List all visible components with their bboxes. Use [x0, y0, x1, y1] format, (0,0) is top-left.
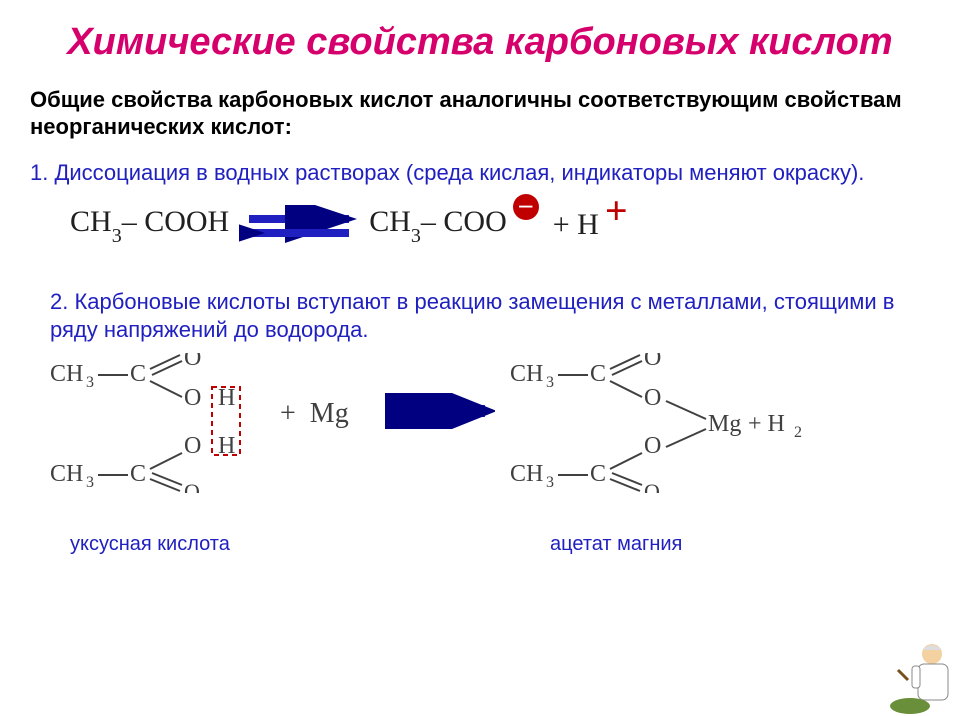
svg-text:CH: CH	[50, 361, 83, 387]
scientist-icon	[890, 636, 960, 716]
equilibrium-arrow-icon	[239, 205, 359, 245]
eq1-cooh: – COOH	[122, 205, 230, 238]
svg-text:C: C	[590, 461, 606, 487]
svg-text:3: 3	[546, 474, 554, 491]
plus-sign-1: +	[280, 398, 296, 429]
eq1-ch-r: CH	[369, 205, 411, 238]
svg-text:H: H	[218, 385, 235, 411]
svg-text:O: O	[184, 353, 201, 371]
svg-text:3: 3	[546, 374, 554, 391]
plus-mg-text: + Mg	[280, 398, 349, 430]
eq1-plus-h: + H	[553, 208, 599, 242]
svg-text:CH: CH	[50, 461, 83, 487]
equation-dissociation: CH3– COOH CH3– COO – + H +	[70, 201, 930, 248]
svg-text:3: 3	[86, 374, 94, 391]
svg-text:O: O	[644, 433, 661, 459]
svg-text:CH: CH	[510, 361, 543, 387]
reaction-arrow-icon	[385, 393, 495, 429]
svg-text:CH: CH	[510, 461, 543, 487]
point-2: 2. Карбоновые кислоты вступают в реакцию…	[50, 288, 930, 343]
svg-text:C: C	[130, 461, 146, 487]
svg-text:+ H: + H	[748, 411, 785, 437]
eq1-coo: – COO	[421, 205, 507, 238]
eq1-sub3-l: 3	[112, 225, 122, 247]
svg-text:O: O	[644, 479, 660, 493]
svg-text:3: 3	[86, 474, 94, 491]
svg-text:O: O	[184, 479, 200, 493]
label-acetic-acid: уксусная кислота	[70, 533, 230, 556]
svg-text:C: C	[130, 361, 146, 387]
svg-text:C: C	[590, 361, 606, 387]
eq1-sub3-r: 3	[411, 225, 421, 247]
mg-text: Mg	[310, 398, 349, 429]
svg-text:O: O	[644, 385, 661, 411]
svg-text:O: O	[184, 433, 201, 459]
plus-charge-icon: +	[605, 187, 628, 234]
acetic-acid-structure: CH3 C O O H CH3 C O H O	[50, 353, 280, 493]
equation-metal-reaction: CH3 C O O H CH3 C O H O	[50, 353, 930, 533]
intro-text: Общие свойства карбоновых кислот аналоги…	[30, 86, 930, 141]
label-mg-acetate: ацетат магния	[550, 533, 682, 556]
eq1-ch: CH	[70, 205, 112, 238]
minus-charge-icon: –	[513, 194, 539, 220]
svg-text:O: O	[184, 385, 201, 411]
svg-text:O: O	[644, 353, 661, 371]
svg-text:2: 2	[794, 424, 802, 441]
point-1: 1. Диссоциация в водных растворах (среда…	[30, 159, 930, 187]
mg-acetate-structure: CH3 C O O CH3 C O O Mg + H2	[510, 353, 810, 493]
svg-text:Mg: Mg	[708, 411, 741, 437]
slide-title: Химические свойства карбоновых кислот	[30, 20, 930, 66]
